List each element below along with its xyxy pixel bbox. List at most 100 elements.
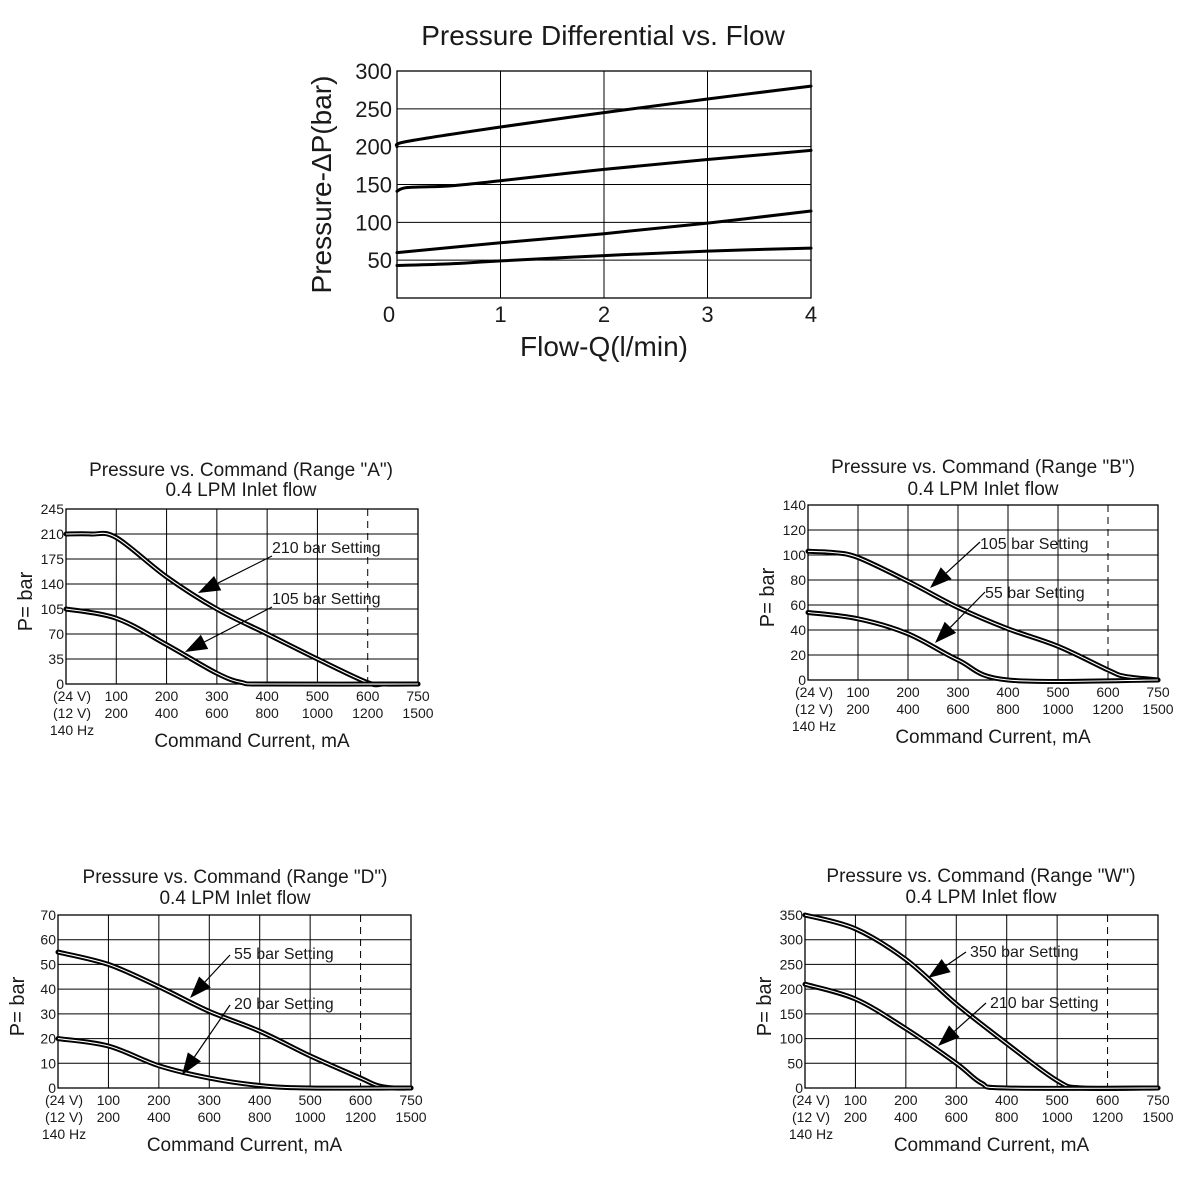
series-line-curve-1 bbox=[394, 84, 813, 149]
annotation-arrowhead bbox=[182, 1052, 202, 1075]
x-tick-label-24v: 750 bbox=[1146, 684, 1170, 700]
y-axis-label: Pressure-ΔP(bar) bbox=[306, 76, 337, 294]
x-tick-label-24v: 400 bbox=[255, 688, 279, 704]
x-tick-label-12v: 200 bbox=[105, 705, 129, 721]
plot-frame bbox=[804, 914, 1159, 1089]
x-tick-label-24v: 100 bbox=[97, 1092, 121, 1108]
x-tick-label-24v: 750 bbox=[399, 1092, 423, 1108]
x-tick-label-24v: 600 bbox=[356, 688, 380, 704]
chart-flow: Pressure Differential vs. Flow5010015020… bbox=[306, 20, 817, 362]
annotation-arrowhead bbox=[198, 576, 222, 593]
chart-subtitle: 0.4 LPM Inlet flow bbox=[907, 479, 1058, 500]
y-tick-label: 100 bbox=[780, 1031, 804, 1047]
chart-rangeA: Pressure vs. Command (Range "A")0.4 LPM … bbox=[15, 460, 434, 752]
x-axis-label: Flow-Q(l/min) bbox=[520, 331, 688, 362]
y-tick-label: 70 bbox=[48, 626, 64, 642]
y-tick-label: 210 bbox=[41, 526, 65, 542]
y-tick-label: 300 bbox=[355, 59, 392, 84]
y-tick-label: 200 bbox=[355, 135, 392, 160]
frequency-label: 140 Hz bbox=[792, 718, 836, 734]
y-tick-label: 0 bbox=[795, 1080, 803, 1096]
y-tick-label: 140 bbox=[41, 576, 65, 592]
chart-title: Pressure vs. Command (Range "W") bbox=[826, 866, 1135, 887]
x-tick-label-12v: 400 bbox=[896, 701, 920, 717]
annotation-arrow-line bbox=[193, 1004, 231, 1058]
x-tick-label-12v: 1500 bbox=[402, 705, 433, 721]
x-tick-label-24v: 300 bbox=[945, 1092, 969, 1108]
x-tick-label-12v: (12 V) bbox=[795, 701, 833, 717]
y-tick-label: 250 bbox=[355, 97, 392, 122]
y-tick-label: 40 bbox=[40, 981, 56, 997]
x-tick-label-12v: 400 bbox=[147, 1109, 171, 1125]
x-tick-label-24v: 500 bbox=[1045, 1092, 1069, 1108]
series-annotation-label: 55 bar Setting bbox=[985, 585, 1085, 602]
x-tick-label-24v: 300 bbox=[946, 684, 970, 700]
y-tick-label: 60 bbox=[790, 597, 806, 613]
x-tick-label-12v: 200 bbox=[97, 1109, 121, 1125]
plot-frame bbox=[807, 504, 1159, 681]
y-tick-label: 140 bbox=[783, 497, 807, 513]
series-line bbox=[805, 548, 1161, 683]
annotation-arrow-line bbox=[949, 591, 986, 628]
grid bbox=[807, 504, 1159, 681]
x-tick-label-12v: 1200 bbox=[1092, 1109, 1123, 1125]
x-tick-label-24v: 600 bbox=[1096, 1092, 1120, 1108]
x-tick-label-24v: 500 bbox=[306, 688, 330, 704]
chart-subtitle: 0.4 LPM Inlet flow bbox=[905, 887, 1056, 908]
x-tick-label-24v: (24 V) bbox=[792, 1092, 830, 1108]
plot-frame bbox=[396, 70, 812, 299]
x-tick-label-12v: 400 bbox=[155, 705, 179, 721]
x-tick-label-12v: 600 bbox=[198, 1109, 222, 1125]
y-tick-label: 40 bbox=[790, 622, 806, 638]
x-tick-label-12v: 800 bbox=[255, 705, 279, 721]
x-tick-label-24v: 100 bbox=[844, 1092, 868, 1108]
x-tick-label-24v: (24 V) bbox=[795, 684, 833, 700]
y-tick-label: 60 bbox=[40, 932, 56, 948]
series-line-gap bbox=[65, 608, 419, 685]
chart-title: Pressure vs. Command (Range "D") bbox=[83, 867, 388, 888]
x-tick-label-24v: 600 bbox=[349, 1092, 373, 1108]
x-tick-label-24v: 400 bbox=[995, 1092, 1019, 1108]
series-105-bar-setting: 105 bar Setting bbox=[63, 591, 421, 687]
series-annotation-label: 105 bar Setting bbox=[272, 591, 381, 608]
x-tick-label-12v: 1000 bbox=[302, 705, 333, 721]
x-tick-label-24v: 750 bbox=[1146, 1092, 1170, 1108]
y-tick-label: 245 bbox=[41, 501, 65, 517]
y-tick-label: 80 bbox=[790, 572, 806, 588]
y-tick-label: 10 bbox=[40, 1055, 56, 1071]
y-tick-label: 20 bbox=[790, 647, 806, 663]
x-tick-label-12v: 800 bbox=[248, 1109, 272, 1125]
x-tick-label-24v: 750 bbox=[406, 688, 430, 704]
x-tick-label-24v: 500 bbox=[298, 1092, 322, 1108]
x-tick-label: 0 bbox=[383, 302, 395, 327]
annotation-arrowhead bbox=[935, 621, 957, 643]
y-tick-label: 20 bbox=[40, 1031, 56, 1047]
x-tick-label-12v: 1500 bbox=[1142, 701, 1173, 717]
series-annotation-label: 105 bar Setting bbox=[980, 536, 1089, 553]
y-tick-label: 100 bbox=[783, 547, 807, 563]
x-tick-label-12v: 400 bbox=[894, 1109, 918, 1125]
y-tick-label: 30 bbox=[40, 1006, 56, 1022]
x-tick-label-24v: 100 bbox=[846, 684, 870, 700]
x-tick-label-12v: 200 bbox=[846, 701, 870, 717]
chart-rangeD: Pressure vs. Command (Range "D")0.4 LPM … bbox=[7, 867, 427, 1156]
chart-title: Pressure vs. Command (Range "B") bbox=[831, 457, 1135, 478]
annotation-arrowhead bbox=[190, 976, 211, 998]
x-tick-label-24v: 400 bbox=[996, 684, 1020, 700]
chart-subtitle: 0.4 LPM Inlet flow bbox=[165, 480, 316, 501]
x-tick-label-12v: 200 bbox=[844, 1109, 868, 1125]
series-210-bar-setting: 210 bar Setting bbox=[802, 981, 1161, 1091]
series-55-bar-setting: 55 bar Setting bbox=[55, 946, 414, 1091]
x-tick-label-12v: 1500 bbox=[1142, 1109, 1173, 1125]
annotation-arrowhead bbox=[930, 567, 952, 588]
chart-rangeW: Pressure vs. Command (Range "W")0.4 LPM … bbox=[754, 866, 1174, 1156]
series-20-bar-setting: 20 bar Setting bbox=[55, 996, 414, 1091]
x-tick-label-12v: (12 V) bbox=[792, 1109, 830, 1125]
y-tick-label: 350 bbox=[780, 907, 804, 923]
x-tick-label-12v: 800 bbox=[995, 1109, 1019, 1125]
x-tick-label-12v: 600 bbox=[945, 1109, 969, 1125]
series-annotation-label: 350 bar Setting bbox=[970, 944, 1079, 961]
annotation-arrow-line bbox=[953, 1002, 987, 1032]
x-tick-label-24v: 100 bbox=[105, 688, 129, 704]
x-tick-label-12v: (12 V) bbox=[45, 1109, 83, 1125]
